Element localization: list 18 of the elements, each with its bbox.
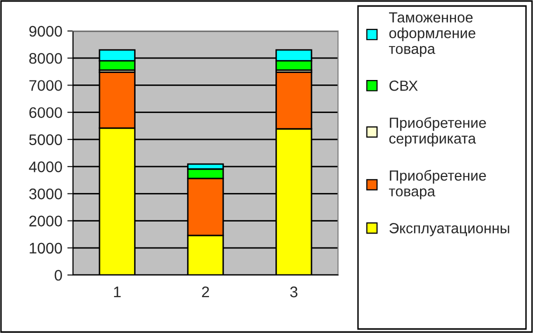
y-tick-label: 2000: [29, 216, 62, 226]
y-tick-label: 3000: [29, 188, 62, 200]
legend-label: Эксплуатационны: [389, 223, 510, 236]
y-tick-label: 9000: [29, 26, 62, 37]
y-tick-label: 6000: [29, 107, 62, 118]
legend-label: Таможенное оформление товара: [388, 12, 476, 57]
x-tick-label: 2: [202, 286, 209, 298]
y-tick-label: 5000: [29, 134, 62, 146]
x-tick-label: 1: [114, 286, 121, 298]
legend-label: Приобретение товара: [388, 170, 486, 200]
y-tick-label: 8000: [29, 52, 62, 64]
legend-label: Приобретение сертификата: [389, 117, 486, 147]
y-tick-label: 4000: [28, 161, 62, 172]
legend-label: СВХ: [389, 80, 418, 91]
y-tick-label: 7000: [29, 80, 62, 91]
x-tick-label: 3: [290, 286, 298, 298]
y-tick-label: 0: [54, 270, 62, 281]
y-tick-label: 1000: [30, 242, 62, 254]
